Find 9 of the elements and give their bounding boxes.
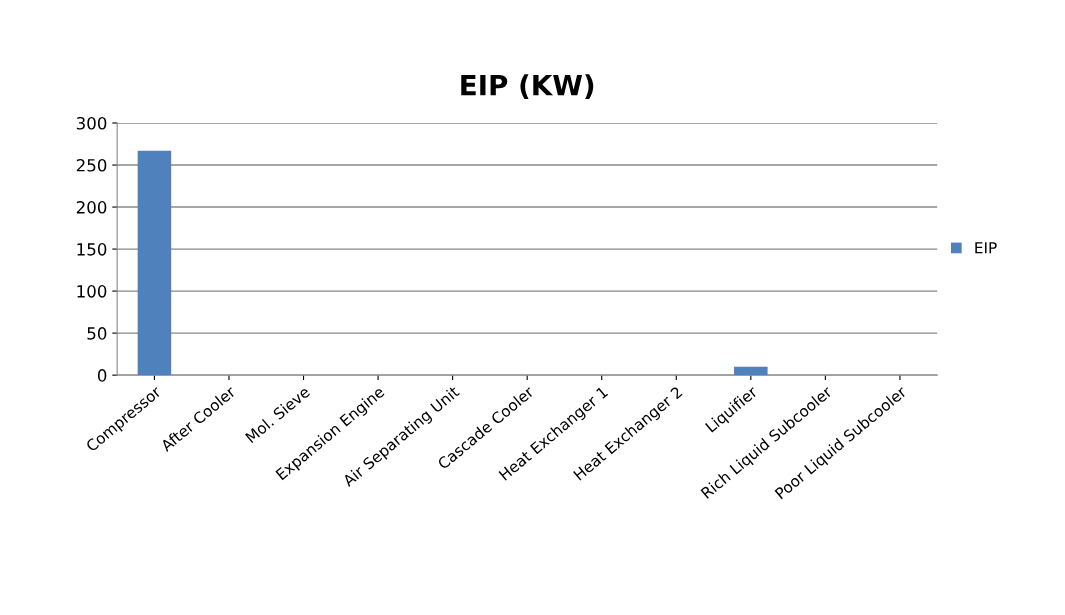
y-tick-label: 50 (87, 327, 107, 340)
y-tick-label: 150 (77, 243, 107, 256)
y-tick-label: 250 (76, 158, 107, 172)
y-tick-label: 200 (76, 201, 107, 214)
y-tick-label: 100 (77, 285, 107, 298)
y-tick-label: 0 (97, 369, 107, 382)
y-tick-label: 300 (76, 116, 107, 130)
chart-title: EIP (KW) (461, 74, 594, 99)
legend-label: EIP (975, 242, 997, 254)
